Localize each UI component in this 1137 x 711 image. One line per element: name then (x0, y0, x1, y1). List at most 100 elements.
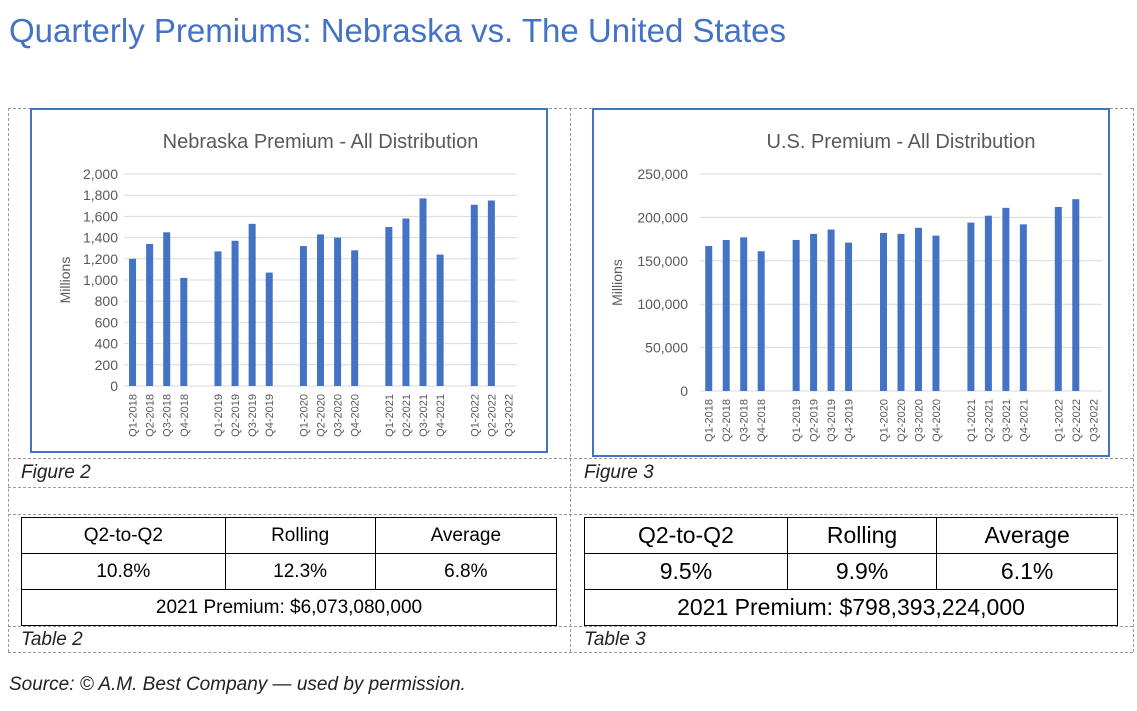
x-tick-label: Q4-2019 (844, 399, 856, 442)
bar (967, 222, 975, 391)
chart-title: Nebraska Premium - All Distribution (163, 131, 479, 153)
table-header-average: Average (936, 517, 1118, 554)
bar (1019, 224, 1027, 391)
x-tick-label: Q1-2021 (966, 399, 978, 442)
y-tick-label: 400 (95, 336, 119, 352)
table-value-q2-to-q2: 9.5% (584, 553, 788, 590)
x-tick-label: Q1-2019 (791, 399, 803, 442)
bar (932, 235, 940, 391)
table-header-rolling: Rolling (786, 517, 938, 554)
bar (1054, 206, 1062, 391)
bar (827, 229, 835, 391)
y-tick-label: 1,200 (83, 251, 118, 267)
x-tick-label: Q1-2022 (1053, 399, 1065, 442)
y-tick-label: 1,800 (83, 187, 118, 203)
x-tick-label: Q3-2020 (333, 394, 345, 437)
bar (214, 251, 222, 386)
x-tick-label: Q4-2018 (179, 394, 191, 437)
x-tick-label: Q3-2020 (913, 399, 925, 442)
figure-2-caption: Figure 2 (21, 462, 91, 483)
table-value-rolling: 9.9% (786, 553, 938, 590)
bar (1002, 207, 1010, 391)
x-tick-label: Q4-2020 (931, 399, 943, 442)
bar (722, 239, 730, 391)
x-tick-label: Q2-2020 (896, 399, 908, 442)
x-tick-label: Q2-2021 (983, 399, 995, 442)
y-tick-label: 0 (680, 383, 688, 399)
x-tick-label: Q2-2020 (316, 394, 328, 437)
bar (470, 204, 478, 386)
table-total-premium: 2021 Premium: $6,073,080,000 (21, 589, 557, 626)
x-tick-label: Q3-2019 (247, 394, 259, 437)
grid-line-right (1133, 108, 1134, 652)
nebraska-chart: Nebraska Premium - All Distribution Milli… (30, 108, 548, 453)
bar (880, 233, 888, 391)
y-tick-label: 200,000 (637, 209, 688, 225)
nebraska-chart-svg: Nebraska Premium - All Distribution Milli… (57, 131, 517, 437)
table-2-caption: Table 2 (21, 629, 83, 650)
bar (792, 239, 800, 391)
table-value-rolling: 12.3% (224, 553, 376, 590)
y-tick-label: 100,000 (637, 296, 688, 312)
bar (419, 198, 427, 386)
nebraska-stats-table: Q2-to-Q2 Rolling Average 10.8% 12.3% 6.8… (21, 517, 558, 626)
x-tick-label: Q1-2020 (879, 399, 891, 442)
grid-line-middle (570, 108, 571, 652)
grid-line-bottom (8, 652, 1133, 653)
x-tick-label: Q2-2018 (145, 394, 157, 437)
table-header-average: Average (374, 517, 558, 554)
bar (984, 215, 992, 391)
source-note: Source: © A.M. Best Company — used by pe… (9, 674, 466, 695)
us-chart: U.S. Premium - All Distribution Millions 0… (592, 108, 1110, 457)
table-3-caption: Table 3 (584, 629, 646, 650)
chart-title: U.S. Premium - All Distribution (767, 131, 1036, 153)
x-tick-label: Q1-2020 (298, 394, 310, 437)
x-tick-label: Q1-2018 (704, 399, 716, 442)
bar (299, 246, 307, 386)
x-tick-label: Q2-2019 (809, 399, 821, 442)
grid-line-left (8, 108, 9, 652)
x-tick-label: Q1-2022 (469, 394, 481, 437)
bar (897, 233, 905, 391)
bar (487, 200, 495, 386)
x-tick-label: Q3-2021 (418, 394, 430, 437)
bar (265, 272, 273, 386)
x-tick-label: Q4-2019 (264, 394, 276, 437)
bar (1072, 199, 1080, 391)
table-header-rolling: Rolling (224, 517, 376, 554)
bar (163, 232, 171, 386)
x-tick-label: Q4-2021 (1018, 399, 1030, 442)
y-tick-label: 250,000 (637, 166, 688, 182)
x-tick-label: Q1-2021 (384, 394, 396, 437)
x-tick-label: Q3-2022 (503, 394, 515, 437)
bar (317, 234, 324, 386)
y-tick-label: 600 (95, 314, 119, 330)
x-tick-label: Q4-2020 (350, 394, 362, 437)
x-tick-label: Q3-2018 (739, 399, 751, 442)
bar (180, 277, 188, 386)
bar (705, 246, 713, 391)
figure-3-caption: Figure 3 (584, 462, 654, 483)
x-tick-label: Q4-2018 (756, 399, 768, 442)
x-tick-label: Q3-2018 (162, 394, 174, 437)
x-tick-label: Q3-2021 (1001, 399, 1013, 442)
bar (334, 237, 342, 386)
y-tick-label: 1,600 (83, 208, 118, 224)
bar (248, 223, 256, 386)
x-tick-label: Q2-2022 (1071, 399, 1083, 442)
bar (810, 233, 818, 391)
y-tick-label: 1,400 (83, 230, 118, 246)
bar (385, 227, 393, 386)
x-tick-label: Q1-2019 (213, 394, 225, 437)
bar (845, 242, 853, 391)
bar (757, 251, 765, 391)
y-tick-label: 800 (95, 293, 119, 309)
y-axis-label: Millions (57, 257, 73, 304)
bar (740, 237, 748, 391)
table-total-premium: 2021 Premium: $798,393,224,000 (584, 589, 1118, 626)
table-header-q2-to-q2: Q2-to-Q2 (21, 517, 226, 554)
x-tick-label: Q3-2019 (826, 399, 838, 442)
y-axis-label: Millions (609, 259, 625, 306)
y-tick-label: 200 (95, 357, 119, 373)
x-tick-label: Q1-2018 (128, 394, 140, 437)
